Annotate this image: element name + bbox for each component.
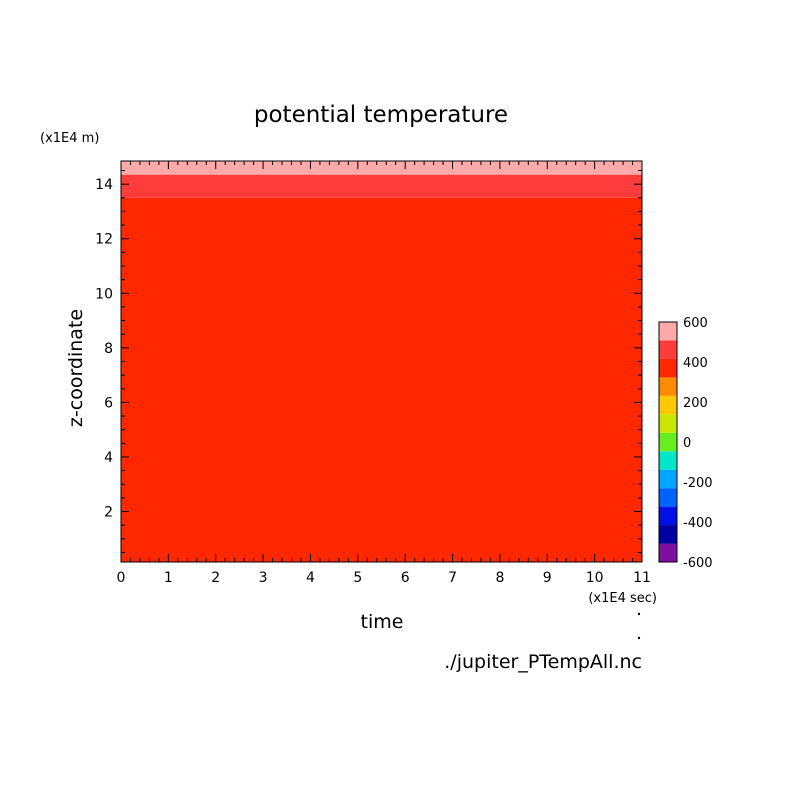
colorbar-segment bbox=[659, 340, 677, 359]
colorbar: 600 400 200 0 -200 -400 -600 bbox=[658, 316, 713, 571]
x-tick-label: 7 bbox=[448, 570, 457, 586]
x-tick-label: 10 bbox=[586, 570, 604, 586]
y-axis-label: z-coordinate bbox=[65, 309, 87, 427]
x-tick-label: 11 bbox=[633, 570, 651, 586]
x-axis: 0 1 2 3 4 5 6 7 8 9 10 11 bbox=[117, 161, 651, 586]
colorbar-segment bbox=[659, 322, 677, 341]
colorbar-segment bbox=[659, 525, 677, 544]
y-tick-label: 6 bbox=[104, 395, 113, 411]
heatmap-band-0 bbox=[121, 197, 642, 562]
y-tick-label: 12 bbox=[95, 232, 113, 248]
colorbar-label: -400 bbox=[683, 516, 713, 531]
colorbar-segment bbox=[659, 414, 677, 433]
x-tick-label: 5 bbox=[353, 570, 362, 586]
plot-area bbox=[121, 161, 642, 562]
y-unit-label: (x1E4 m) bbox=[40, 131, 99, 146]
heatmap-band-1 bbox=[121, 174, 642, 198]
y-tick-label: 14 bbox=[95, 177, 113, 193]
colorbar-segment bbox=[659, 451, 677, 470]
x-tick-label: 2 bbox=[211, 570, 220, 586]
x-tick-label: 1 bbox=[164, 570, 173, 586]
x-axis-label: time bbox=[361, 611, 404, 633]
x-tick-label: 8 bbox=[495, 570, 504, 586]
x-unit-label: (x1E4 sec) bbox=[588, 591, 657, 606]
colorbar-segment bbox=[659, 432, 677, 452]
source-file-label: ./jupiter_PTempAll.nc bbox=[444, 651, 642, 673]
marker-dot bbox=[637, 636, 641, 640]
x-tick-label: 9 bbox=[543, 570, 552, 586]
colorbar-label: 0 bbox=[683, 436, 691, 451]
colorbar-label: -600 bbox=[683, 556, 713, 571]
chart-title: potential temperature bbox=[254, 102, 508, 128]
x-tick-label: 3 bbox=[259, 570, 268, 586]
colorbar-segment bbox=[659, 395, 677, 415]
colorbar-label: -200 bbox=[683, 476, 713, 491]
colorbar-segment bbox=[659, 506, 677, 526]
x-tick-label: 6 bbox=[401, 570, 410, 586]
x-tick-label: 0 bbox=[117, 570, 126, 586]
y-axis: 2 4 6 8 10 12 14 bbox=[95, 170, 642, 553]
y-tick-label: 4 bbox=[104, 450, 113, 466]
colorbar-frame bbox=[658, 321, 678, 563]
colorbar-label: 400 bbox=[683, 356, 708, 371]
colorbar-segment bbox=[659, 488, 677, 507]
colorbar-segment bbox=[659, 469, 677, 489]
marker-dot bbox=[637, 612, 641, 616]
y-tick-label: 8 bbox=[104, 341, 113, 357]
colorbar-segment bbox=[659, 377, 677, 396]
y-tick-label: 2 bbox=[104, 505, 113, 521]
y-tick-label: 10 bbox=[95, 286, 113, 302]
colorbar-label: 200 bbox=[683, 396, 708, 411]
x-tick-label: 4 bbox=[306, 570, 315, 586]
heatmap-band-2 bbox=[121, 161, 642, 175]
colorbar-label: 600 bbox=[683, 316, 708, 331]
colorbar-segment bbox=[659, 358, 677, 378]
colorbar-segment bbox=[659, 543, 677, 562]
